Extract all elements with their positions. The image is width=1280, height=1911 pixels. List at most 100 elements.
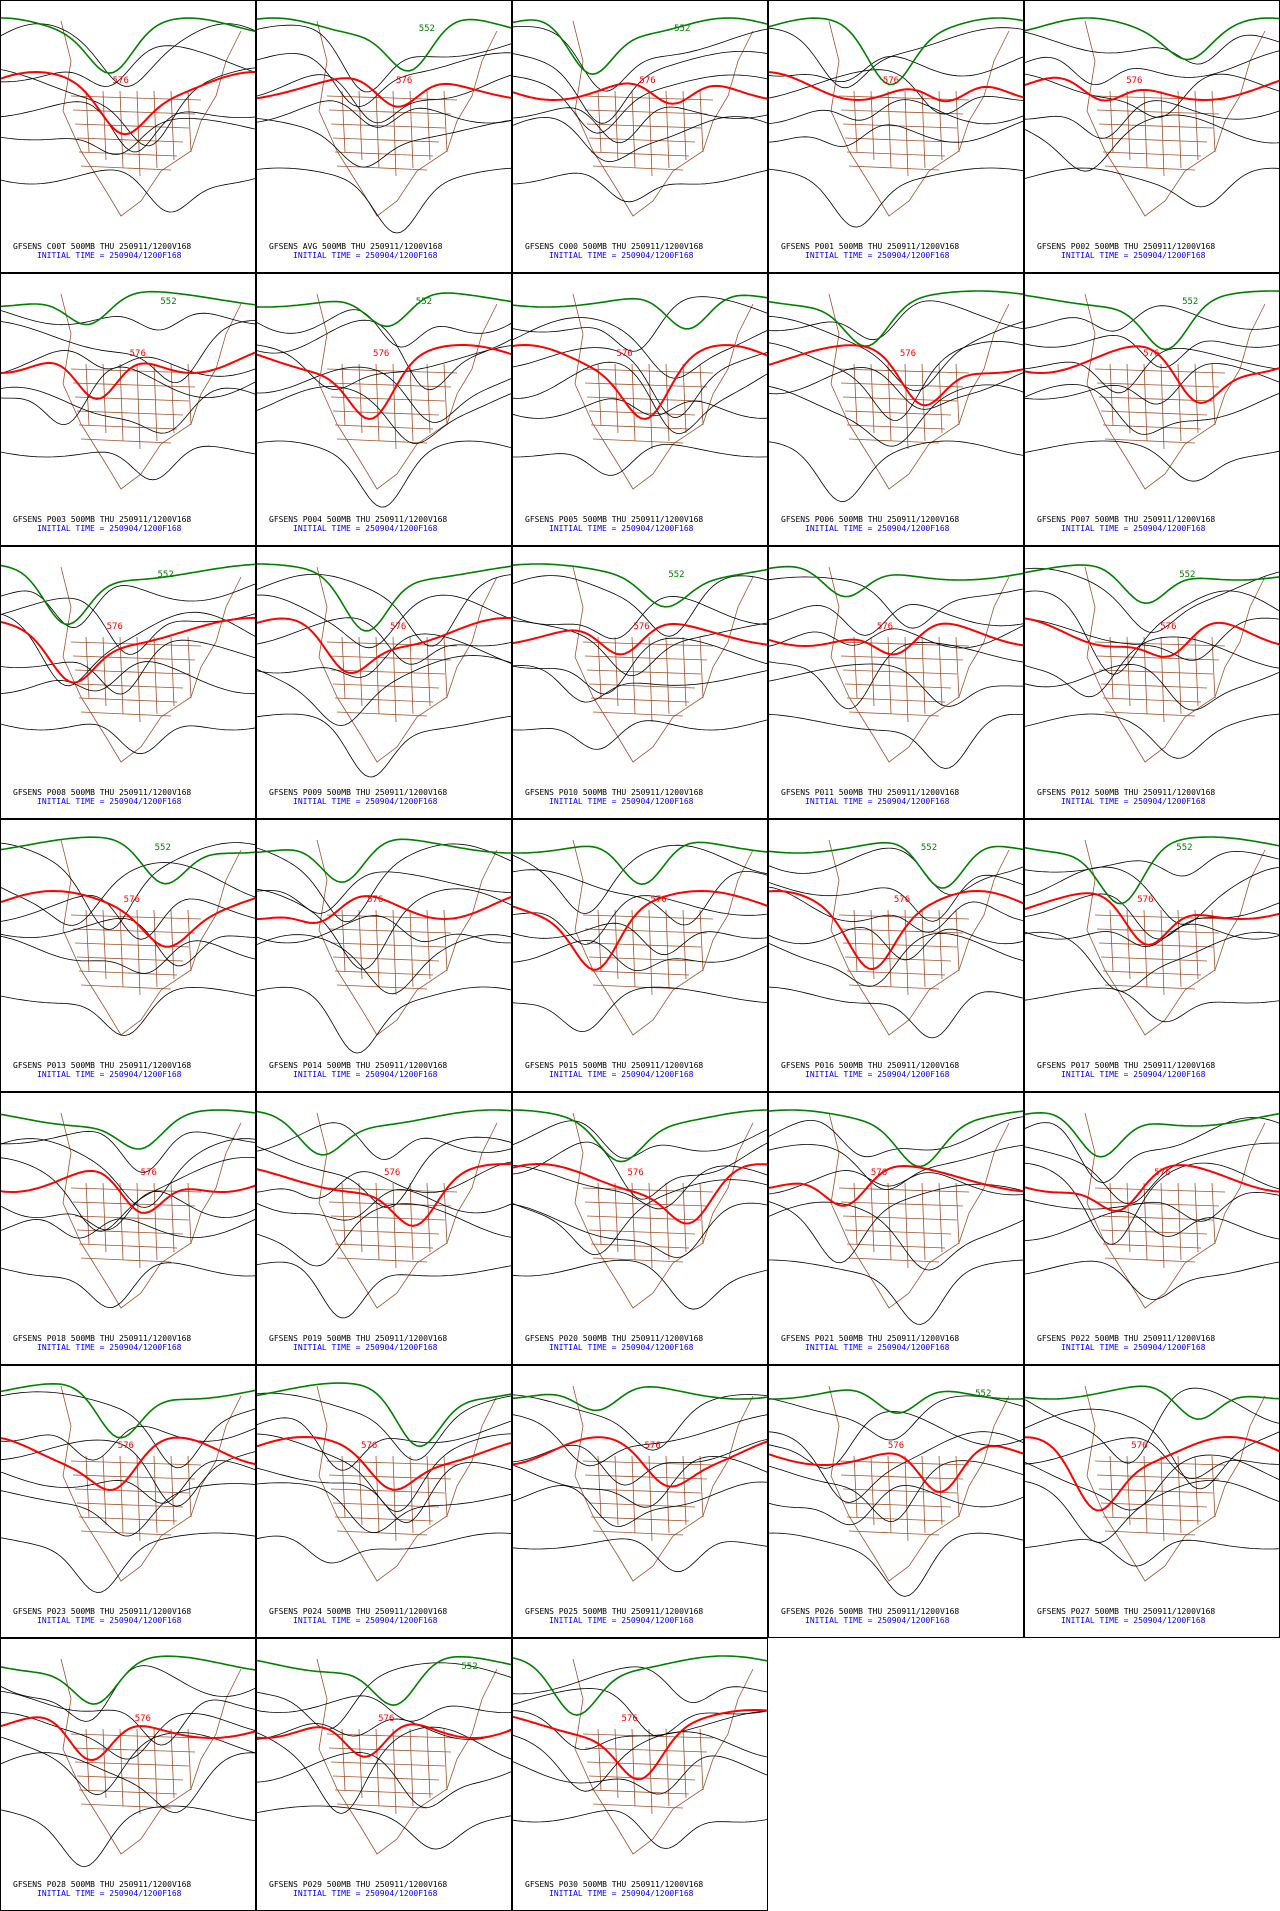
contour-576 — [1024, 1164, 1280, 1212]
coastline — [60, 293, 242, 490]
panel-title: GFSENS P004 500MB THU 250911/1200V168 — [269, 515, 447, 524]
state-line — [76, 137, 184, 143]
height-contour — [256, 1433, 513, 1513]
height-contour — [512, 895, 770, 945]
contour-label: 576 — [1137, 895, 1153, 905]
state-line — [1177, 1455, 1182, 1534]
coastline — [572, 1385, 754, 1582]
panel-title: GFSENS P009 500MB THU 250911/1200V168 — [269, 788, 447, 797]
state-line — [1143, 909, 1148, 988]
height-contour — [1024, 713, 1280, 759]
contour-label: 576 — [124, 895, 140, 905]
height-contour — [1024, 931, 1280, 992]
height-contour — [512, 1438, 770, 1486]
contour-label: 552 — [419, 24, 435, 34]
height-contour — [768, 55, 1026, 83]
state-line — [597, 636, 602, 699]
height-contour — [512, 51, 770, 124]
state-line — [170, 90, 175, 161]
state-line — [443, 909, 448, 972]
height-contour — [768, 713, 1026, 769]
state-line — [187, 636, 192, 699]
panel-subtitle: INITIAL TIME = 250904/1200F168 — [805, 1616, 950, 1625]
state-line — [614, 1182, 619, 1253]
height-contour — [0, 1691, 258, 1746]
state-line — [1160, 909, 1165, 996]
state-line — [334, 1243, 434, 1249]
state-line — [1109, 363, 1114, 426]
state-line — [187, 90, 192, 153]
height-contour — [768, 1183, 1026, 1264]
state-line — [72, 928, 196, 934]
contour-label: 576 — [639, 76, 655, 86]
state-line — [375, 363, 380, 442]
state-line — [904, 90, 909, 177]
state-line — [72, 1474, 196, 1480]
coastline — [316, 1385, 498, 1582]
contour-576 — [0, 1170, 258, 1214]
state-line — [1096, 382, 1220, 388]
state-line — [1096, 1474, 1220, 1480]
height-contour — [512, 844, 770, 915]
state-line — [848, 438, 940, 444]
height-contour — [0, 1218, 258, 1239]
state-line — [582, 95, 714, 101]
height-contour — [1024, 617, 1280, 661]
state-line — [80, 711, 172, 717]
contour-576 — [768, 1445, 1026, 1493]
panel-subtitle: INITIAL TIME = 250904/1200F168 — [549, 1889, 694, 1898]
state-line — [590, 970, 690, 976]
panel-subtitle: INITIAL TIME = 250904/1200F168 — [37, 251, 182, 260]
height-contour — [256, 1482, 514, 1534]
state-line — [392, 909, 397, 996]
state-line — [955, 363, 960, 426]
state-line — [887, 363, 892, 442]
state-line — [1100, 1229, 1208, 1235]
state-line — [904, 909, 909, 996]
coastline — [572, 293, 754, 490]
state-lines — [572, 566, 754, 763]
contour-label: 576 — [135, 1714, 151, 1724]
state-line — [1194, 363, 1199, 434]
state-line — [592, 984, 684, 990]
contour-576 — [512, 1709, 770, 1781]
state-line — [341, 636, 346, 699]
state-line — [870, 636, 875, 707]
map: 576 GFSENS P006 500MB THU 250911/1200V168… — [768, 290, 1026, 533]
height-contour — [768, 367, 1026, 410]
height-contour — [1024, 383, 1280, 435]
map: 576 GFSENS P030 500MB THU 250911/1200V168… — [512, 1655, 770, 1898]
contour-576 — [1024, 1435, 1280, 1512]
height-contour — [1024, 1539, 1280, 1567]
panel-subtitle: INITIAL TIME = 250904/1200F168 — [805, 1343, 950, 1352]
contour-552 — [256, 1382, 514, 1448]
height-contour — [0, 723, 258, 755]
contour-576 — [1024, 892, 1280, 946]
state-line — [597, 909, 602, 972]
coastline — [60, 20, 242, 217]
coastline — [828, 1385, 1010, 1582]
contour-552 — [768, 841, 1026, 889]
state-line — [588, 137, 696, 143]
height-contour — [256, 1417, 514, 1471]
state-lines — [316, 293, 498, 490]
map-panel: 576 552 GFSENS P017 500MB THU 250911/1200V… — [1024, 819, 1280, 1092]
contour-576 — [256, 895, 514, 925]
height-contour — [1024, 1387, 1280, 1464]
state-line — [588, 956, 696, 962]
height-contour — [768, 1431, 1026, 1503]
height-contour — [768, 440, 1026, 503]
state-line — [853, 363, 858, 426]
contour-552 — [256, 17, 514, 72]
state-line — [78, 970, 178, 976]
panel-title: GFSENS P021 500MB THU 250911/1200V168 — [781, 1334, 959, 1343]
state-line — [1094, 1187, 1226, 1193]
panel-title: GFSENS P003 500MB THU 250911/1200V168 — [13, 515, 191, 524]
state-line — [70, 914, 202, 920]
contour-552 — [0, 563, 258, 626]
state-line — [592, 165, 684, 171]
panel-title: GFSENS P013 500MB THU 250911/1200V168 — [13, 1061, 191, 1070]
map-panel: 576 GFSENS P024 500MB THU 250911/1200V168… — [256, 1365, 514, 1638]
height-contour — [0, 366, 258, 426]
height-contour — [512, 26, 770, 92]
